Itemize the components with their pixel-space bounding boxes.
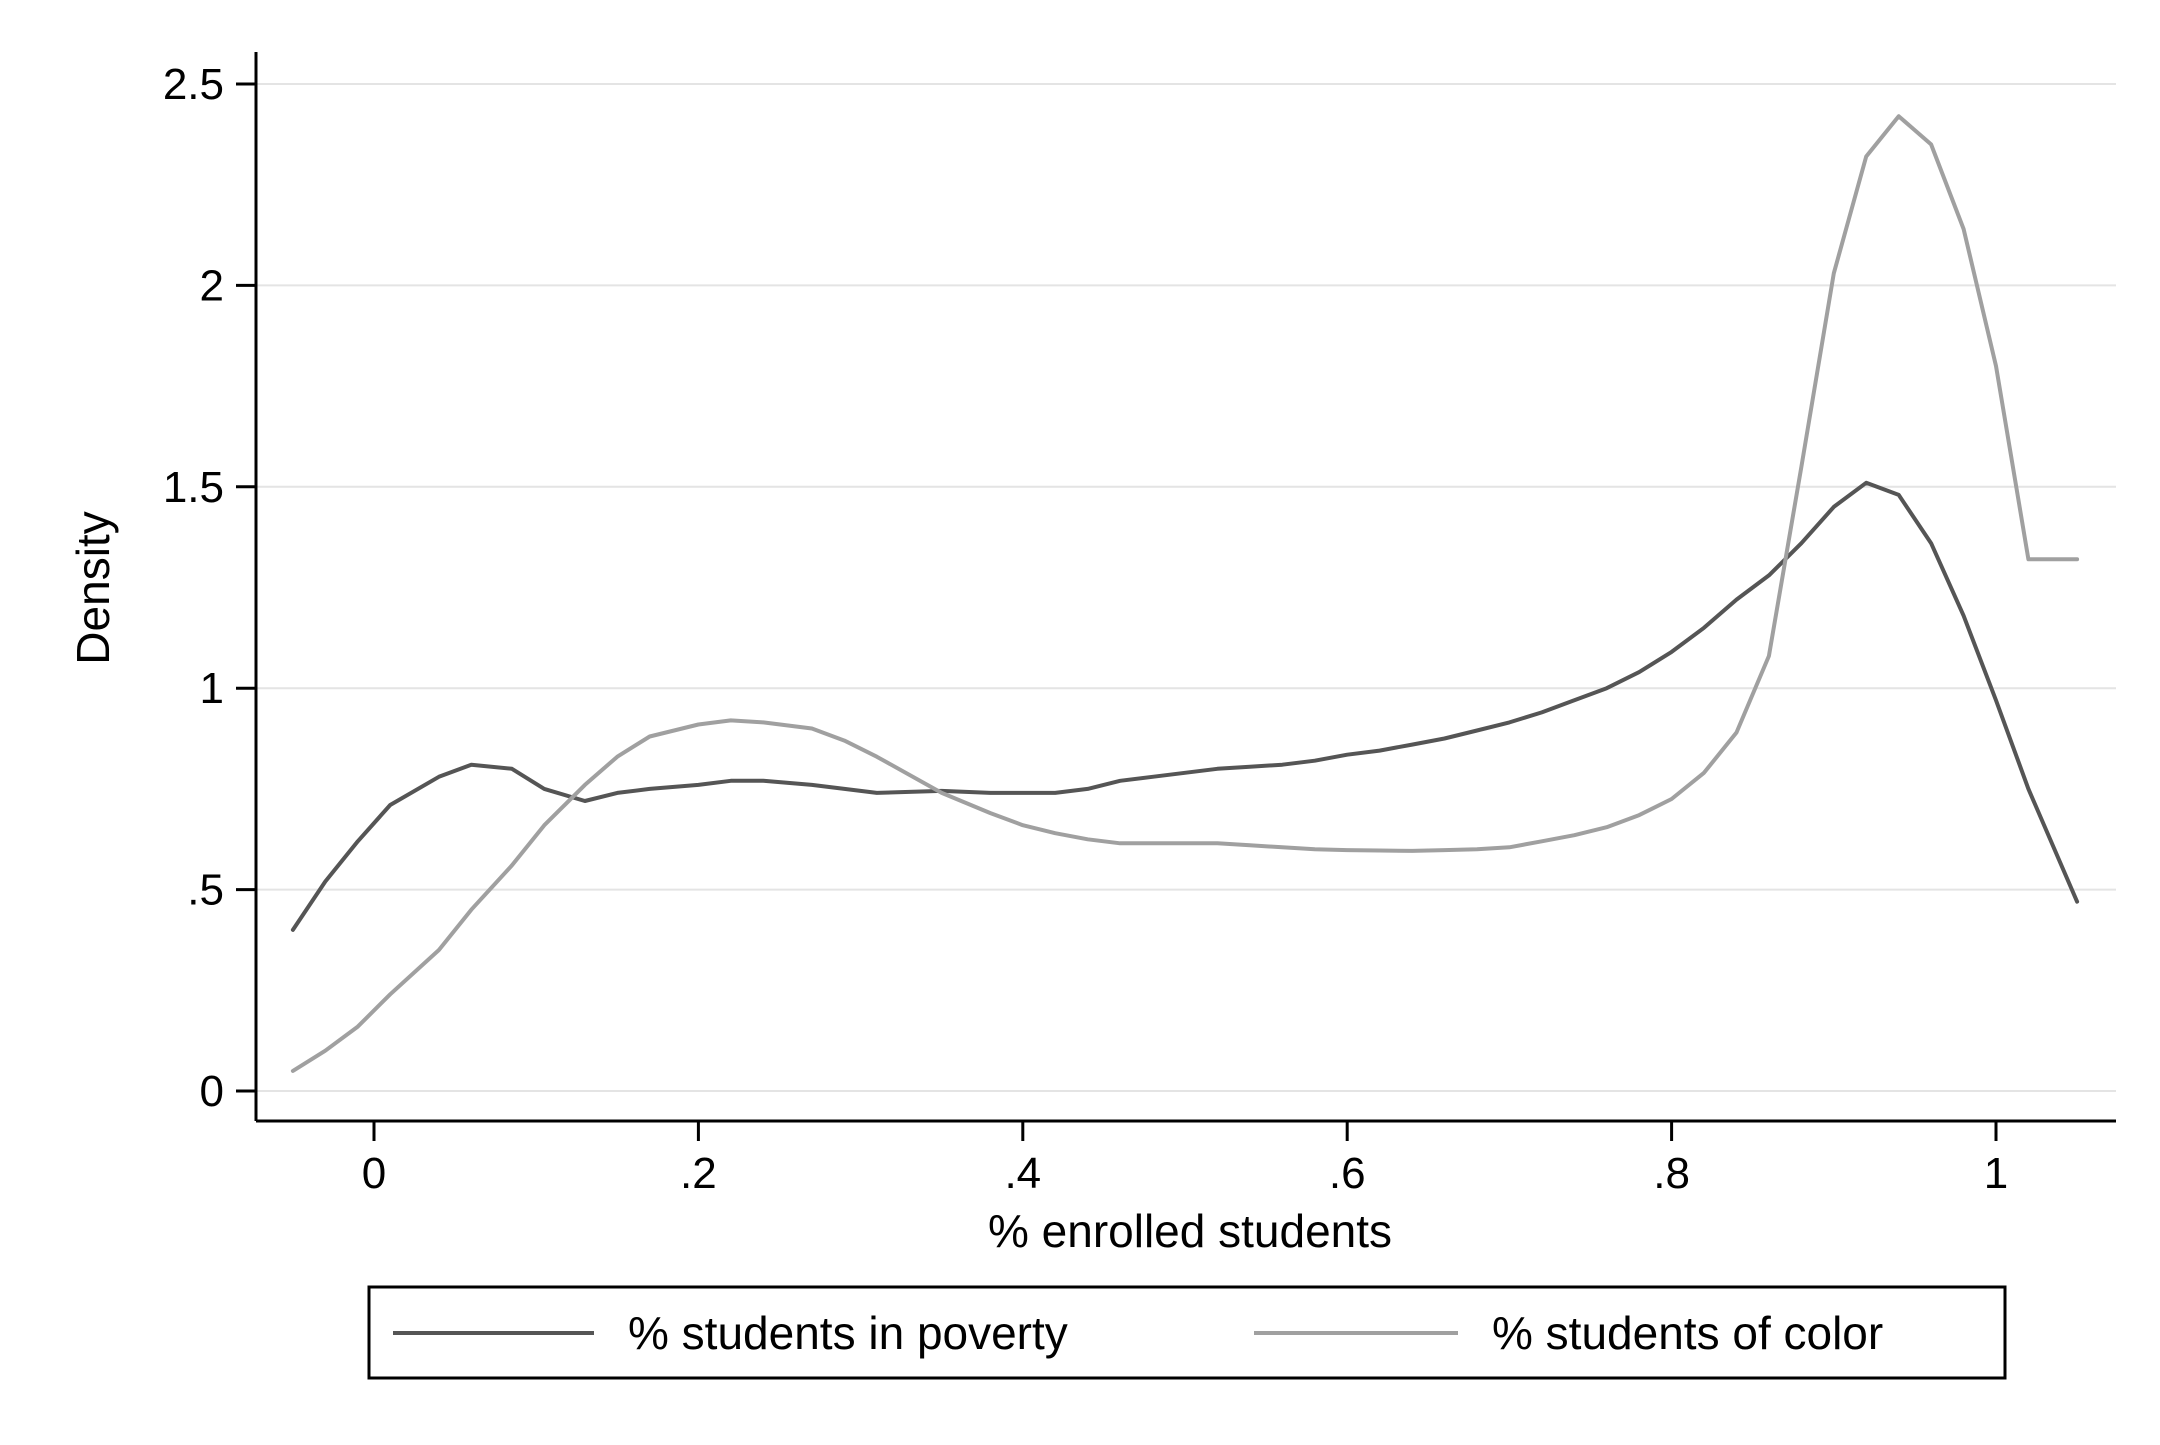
y-axis-title: Density <box>67 511 119 664</box>
y-tick-label: 0 <box>200 1067 224 1116</box>
y-tick-label: .5 <box>187 866 224 915</box>
x-tick-label: .2 <box>680 1149 717 1198</box>
x-tick-label: .6 <box>1329 1149 1366 1198</box>
x-axis-title: % enrolled students <box>988 1205 1392 1257</box>
x-tick-label: 1 <box>1984 1149 2008 1198</box>
x-axis-ticks: 0 .2 .4 .6 .8 1 <box>362 1121 2008 1198</box>
y-tick-label: 1.5 <box>163 463 224 512</box>
x-tick-label: 0 <box>362 1149 386 1198</box>
series-line-color <box>290 114 2080 1073</box>
legend-label-color: % students of color <box>1492 1307 1883 1359</box>
legend-label-poverty: % students in poverty <box>628 1307 1068 1359</box>
y-axis-ticks: 0 .5 1 1.5 2 2.5 <box>163 60 256 1116</box>
y-tick-label: 2.5 <box>163 60 224 109</box>
x-tick-label: .4 <box>1004 1149 1041 1198</box>
legend-box <box>367 1285 2007 1380</box>
x-tick-label: .8 <box>1653 1149 1690 1198</box>
legend: % students in poverty % students of colo… <box>367 1285 2007 1380</box>
y-tick-label: 2 <box>200 261 224 310</box>
y-tick-label: 1 <box>200 664 224 713</box>
gridlines <box>256 83 2116 1092</box>
series-lines <box>290 114 2080 1073</box>
axes <box>254 52 2116 1123</box>
